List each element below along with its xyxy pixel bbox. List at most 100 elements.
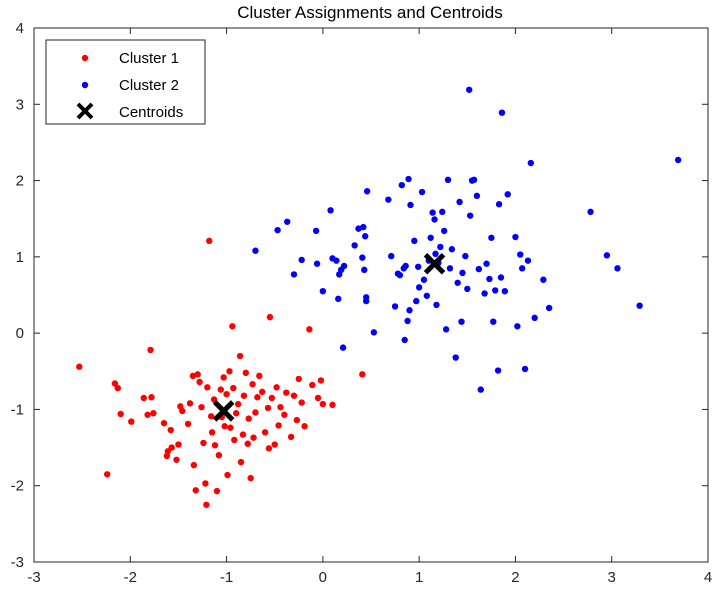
y-tick-label: 1	[16, 249, 24, 266]
data-point	[418, 188, 426, 196]
data-point	[452, 354, 459, 361]
data-point	[298, 256, 305, 264]
data-point	[333, 257, 340, 264]
data-point	[240, 392, 248, 399]
y-tick-label: -1	[11, 401, 24, 418]
data-point	[196, 378, 203, 386]
data-point	[517, 251, 524, 258]
data-point	[306, 326, 313, 333]
data-point	[490, 318, 497, 325]
data-point	[290, 392, 298, 399]
data-point	[339, 344, 347, 351]
data-point	[429, 209, 436, 216]
data-point	[388, 252, 395, 260]
data-point	[492, 287, 499, 294]
data-point	[335, 295, 342, 303]
x-tick-label: 2	[511, 569, 519, 586]
data-point	[545, 304, 553, 312]
data-point	[504, 191, 511, 198]
series-cluster-1	[76, 237, 366, 508]
data-point	[514, 323, 521, 330]
data-point	[446, 265, 454, 272]
data-point	[284, 218, 291, 225]
data-point	[226, 368, 233, 375]
data-point	[245, 415, 252, 422]
data-point	[237, 458, 245, 466]
data-point	[223, 390, 230, 398]
y-tick-label: 2	[16, 173, 24, 190]
data-point	[274, 226, 281, 234]
data-point	[184, 420, 192, 428]
data-point	[413, 297, 420, 305]
x-tick-label: 0	[319, 569, 327, 586]
data-point	[498, 109, 506, 116]
data-point	[404, 317, 411, 325]
x-tick-label: 1	[415, 569, 423, 586]
data-point	[144, 411, 151, 418]
data-point	[167, 426, 174, 434]
data-point	[202, 480, 209, 487]
x-tick-label: -2	[124, 569, 137, 586]
data-point	[224, 471, 231, 479]
data-point	[211, 442, 219, 449]
data-point	[265, 445, 273, 452]
data-point	[442, 326, 450, 333]
data-point	[361, 266, 368, 274]
data-point	[103, 471, 111, 478]
data-point	[239, 431, 247, 438]
data-point	[114, 384, 121, 392]
data-point	[458, 318, 465, 325]
data-point	[385, 196, 392, 203]
data-point	[313, 260, 321, 267]
data-point	[229, 323, 236, 330]
data-point	[298, 399, 305, 406]
data-point	[203, 501, 210, 508]
x-tick-label: 4	[704, 569, 712, 586]
data-point	[128, 418, 135, 425]
data-point	[466, 86, 473, 93]
data-point	[314, 394, 322, 402]
data-point	[407, 201, 414, 209]
data-point	[312, 227, 320, 235]
data-point	[391, 303, 399, 310]
data-point	[261, 429, 269, 436]
data-point	[287, 433, 295, 441]
data-point	[636, 302, 643, 309]
data-point	[473, 192, 481, 200]
data-point	[456, 198, 463, 206]
data-point	[327, 207, 334, 214]
data-point	[266, 313, 274, 321]
data-point	[587, 208, 594, 216]
data-point	[466, 212, 474, 219]
data-point	[370, 329, 378, 336]
data-point	[250, 434, 257, 441]
data-point	[398, 181, 406, 189]
data-point	[464, 285, 471, 293]
data-point	[470, 176, 478, 184]
data-point	[420, 276, 428, 283]
data-point	[293, 416, 301, 424]
data-point	[363, 188, 371, 195]
data-point	[208, 429, 216, 436]
data-point	[427, 234, 434, 241]
data-point	[340, 262, 348, 270]
data-point	[117, 410, 124, 418]
legend-marker-centroids	[76, 102, 94, 120]
data-point	[227, 424, 234, 431]
data-point	[433, 301, 440, 309]
data-point	[147, 346, 154, 354]
data-point	[512, 233, 519, 241]
data-point	[540, 276, 547, 283]
data-point	[359, 371, 366, 378]
data-point	[501, 287, 509, 295]
data-point	[360, 223, 367, 231]
data-point	[483, 260, 490, 267]
series-centroids	[212, 252, 446, 422]
data-point	[220, 374, 227, 381]
data-point	[258, 388, 266, 396]
data-point	[524, 257, 532, 264]
data-point	[495, 201, 503, 208]
legend: Cluster 1 Cluster 2 Centroids	[45, 39, 206, 125]
data-point	[252, 247, 259, 254]
